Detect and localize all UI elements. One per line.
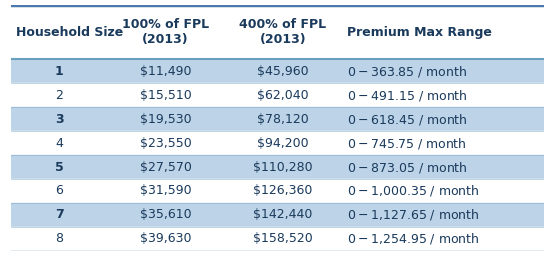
Text: $35,610: $35,610 (140, 208, 191, 221)
Bar (11, 83, 544, 107)
Bar (11, 107, 544, 131)
Text: $45,960: $45,960 (257, 65, 309, 78)
Text: Premium Max Range: Premium Max Range (347, 26, 492, 39)
Text: $0 - $363.85 / month: $0 - $363.85 / month (347, 64, 467, 79)
Text: $0 - $491.15 / month: $0 - $491.15 / month (347, 88, 467, 103)
Text: $19,530: $19,530 (140, 113, 191, 126)
Text: $27,570: $27,570 (140, 161, 191, 174)
Bar (11, 155, 544, 179)
Bar (11, 131, 544, 155)
Text: 100% of FPL
(2013): 100% of FPL (2013) (122, 18, 209, 46)
Text: $78,120: $78,120 (257, 113, 309, 126)
Text: 7: 7 (55, 208, 63, 221)
Text: $0 - $1,254.95 / month: $0 - $1,254.95 / month (347, 231, 480, 246)
Text: $15,510: $15,510 (140, 89, 191, 102)
Text: $0 - $1,127.65 / month: $0 - $1,127.65 / month (347, 207, 480, 222)
Text: 400% of FPL
(2013): 400% of FPL (2013) (239, 18, 326, 46)
Bar (11, 227, 544, 251)
Text: 8: 8 (55, 232, 63, 246)
Text: $94,200: $94,200 (257, 136, 309, 150)
Text: 6: 6 (55, 185, 63, 197)
Text: $62,040: $62,040 (257, 89, 309, 102)
Text: $11,490: $11,490 (140, 65, 191, 78)
Text: $126,360: $126,360 (253, 185, 312, 197)
Bar (11, 203, 544, 227)
Text: Household Size: Household Size (17, 26, 124, 39)
Text: $110,280: $110,280 (253, 161, 312, 174)
Text: 5: 5 (55, 161, 63, 174)
Bar (11, 59, 544, 83)
Text: 2: 2 (55, 89, 63, 102)
Text: $142,440: $142,440 (253, 208, 312, 221)
Text: $0 - $873.05 / month: $0 - $873.05 / month (347, 159, 467, 175)
Text: $0 - $745.75 / month: $0 - $745.75 / month (347, 136, 467, 151)
Text: $158,520: $158,520 (253, 232, 312, 246)
Text: 1: 1 (55, 65, 63, 78)
Text: 3: 3 (55, 113, 63, 126)
Text: $23,550: $23,550 (140, 136, 191, 150)
Text: $0 - $1,000.35 / month: $0 - $1,000.35 / month (347, 184, 480, 198)
Text: $31,590: $31,590 (140, 185, 191, 197)
Text: 4: 4 (55, 136, 63, 150)
Bar (11, 179, 544, 203)
Text: $0 - $618.45 / month: $0 - $618.45 / month (347, 112, 467, 126)
Text: $39,630: $39,630 (140, 232, 191, 246)
